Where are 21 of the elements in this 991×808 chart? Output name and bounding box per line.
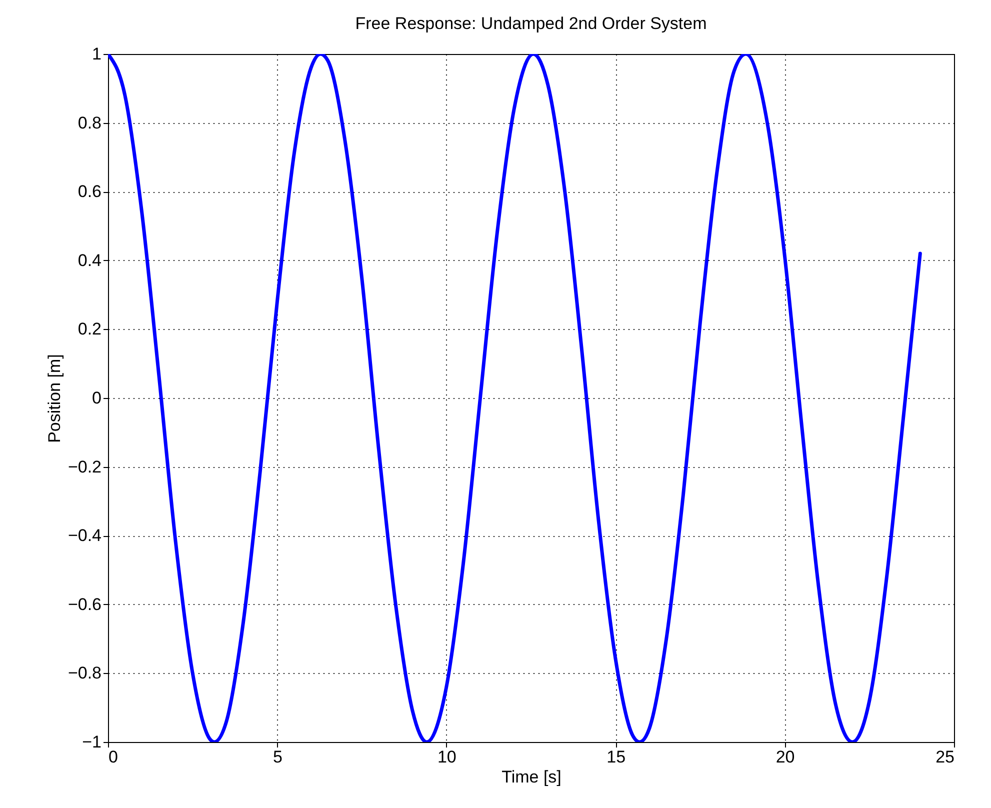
y-tick-label: 0.2: [78, 320, 102, 339]
chart-title: Free Response: Undamped 2nd Order System: [355, 14, 707, 33]
y-tick-label: 0: [92, 388, 102, 408]
y-tick-label: −0.6: [68, 594, 102, 614]
x-tick-label: 10: [437, 748, 456, 766]
x-axis-title: Time [s]: [502, 768, 562, 786]
y-tick-label: 0.6: [78, 182, 102, 202]
y-tick-label: −0.2: [68, 457, 102, 476]
y-tick-label: 1: [92, 44, 102, 64]
y-tick-label: −0.4: [68, 526, 102, 546]
y-tick-label: −0.8: [68, 664, 102, 683]
y-tick-label: 0.8: [78, 113, 102, 132]
line-series: [108, 54, 922, 742]
x-tick-label: 15: [606, 748, 626, 766]
y-tick-label: −1: [82, 732, 102, 752]
y-tick-label: 0.4: [78, 250, 102, 270]
x-tick-label: 0: [108, 748, 118, 766]
x-tick-label: 25: [936, 748, 954, 766]
x-tick-label: 20: [776, 748, 795, 766]
y-axis-title: Position [m]: [44, 354, 64, 443]
x-tick-label: 5: [272, 748, 282, 766]
